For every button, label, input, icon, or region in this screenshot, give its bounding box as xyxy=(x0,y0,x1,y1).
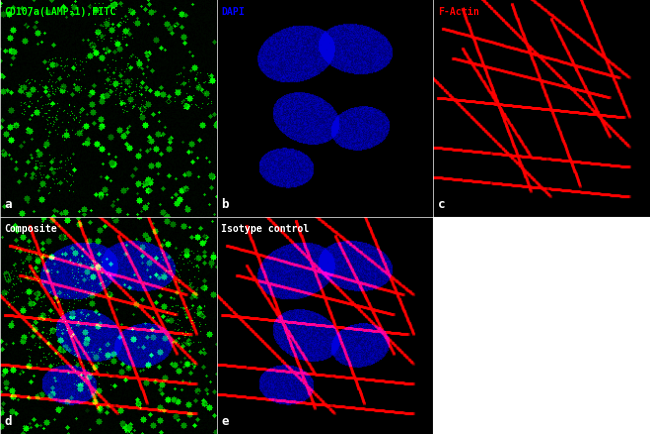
Text: Isotype control: Isotype control xyxy=(221,224,309,233)
Text: Composite: Composite xyxy=(5,224,57,233)
Text: DAPI: DAPI xyxy=(221,7,244,16)
Text: e: e xyxy=(221,414,229,427)
Text: b: b xyxy=(221,197,229,210)
Text: c: c xyxy=(437,197,445,210)
Text: d: d xyxy=(5,414,12,427)
Text: CD107a(LAMP-1),FITC: CD107a(LAMP-1),FITC xyxy=(5,7,116,16)
Text: F-Actin: F-Actin xyxy=(437,7,479,16)
Text: a: a xyxy=(5,197,12,210)
